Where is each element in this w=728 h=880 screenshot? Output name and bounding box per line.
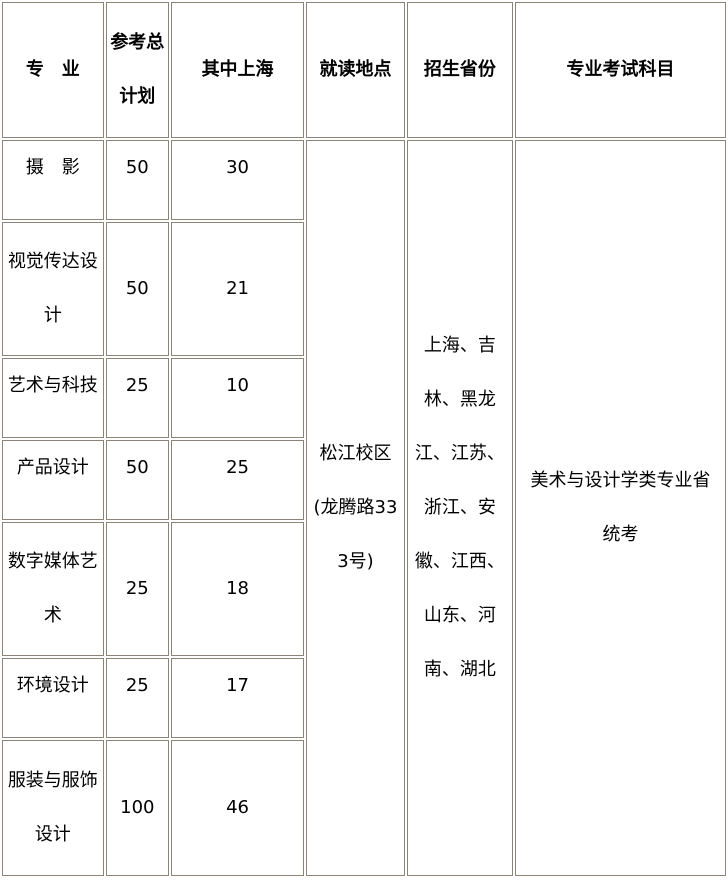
total-cell: 50 <box>105 140 169 220</box>
shanghai-cell: 25 <box>170 440 305 520</box>
table-row: 摄 影 50 30 松江校区(龙腾路333号) 上海、吉林、黑龙江、江苏、浙江、… <box>2 140 726 876</box>
table-row: 艺术与科技 25 10 <box>2 358 726 438</box>
header-row: 专 业 参考总计划 其中上海 就读地点 招生省份 专业考试科目 <box>2 2 726 138</box>
shanghai-cell: 17 <box>170 658 305 738</box>
total-cell: 25 <box>105 358 169 438</box>
major-cell: 摄 影 <box>2 140 104 220</box>
shanghai-cell: 10 <box>170 358 305 438</box>
shanghai-cell: 46 <box>170 740 305 876</box>
total-cell: 25 <box>105 658 169 738</box>
table-row: 环境设计 25 17 <box>2 658 726 738</box>
major-cell: 艺术与科技 <box>2 358 104 438</box>
total-cell: 50 <box>105 222 169 356</box>
header-exam: 专业考试科目 <box>515 2 726 138</box>
shanghai-cell: 21 <box>170 222 305 356</box>
provinces-cell: 上海、吉林、黑龙江、江苏、浙江、安徽、江西、山东、河南、湖北 <box>406 140 514 876</box>
table-row: 视觉传达设计 50 21 <box>2 222 726 356</box>
header-major: 专 业 <box>2 2 104 138</box>
shanghai-cell: 30 <box>170 140 305 220</box>
major-cell: 视觉传达设计 <box>2 222 104 356</box>
location-cell: 松江校区(龙腾路333号) <box>306 140 405 876</box>
major-cell: 环境设计 <box>2 658 104 738</box>
total-cell: 25 <box>105 522 169 656</box>
exam-cell: 美术与设计学类专业省统考 <box>515 140 726 876</box>
table-row: 产品设计 50 25 <box>2 440 726 520</box>
header-shanghai: 其中上海 <box>170 2 305 138</box>
major-cell: 产品设计 <box>2 440 104 520</box>
header-total-plan: 参考总计划 <box>105 2 169 138</box>
header-location: 就读地点 <box>306 2 405 138</box>
table-row: 服装与服饰设计 100 46 <box>2 740 726 876</box>
major-cell: 服装与服饰设计 <box>2 740 104 876</box>
shanghai-cell: 18 <box>170 522 305 656</box>
total-cell: 100 <box>105 740 169 876</box>
header-provinces: 招生省份 <box>406 2 514 138</box>
major-cell: 数字媒体艺术 <box>2 522 104 656</box>
total-cell: 50 <box>105 440 169 520</box>
table-row: 数字媒体艺术 25 18 <box>2 522 726 656</box>
